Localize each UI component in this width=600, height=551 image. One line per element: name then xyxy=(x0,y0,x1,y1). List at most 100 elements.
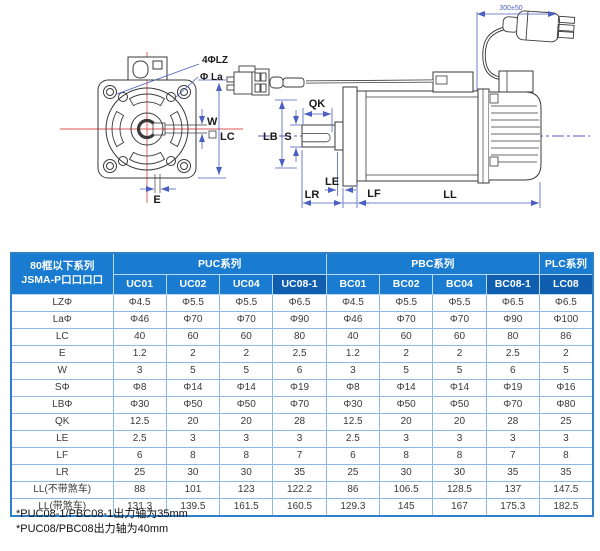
table-row: LF 6 8 8 7 6 8 8 7 8 xyxy=(10,447,594,465)
table-title-cell: 80框以下系列 JSMA-P口口口口 xyxy=(10,252,114,295)
model-header-BC01: BC01 xyxy=(325,274,381,295)
table-title-line1: 80框以下系列 xyxy=(30,260,95,273)
value-cell: 7 xyxy=(272,447,327,465)
value-cell: 6 xyxy=(325,447,381,465)
value-cell: 5 xyxy=(379,362,434,380)
series-group-header-1: PBC系列 xyxy=(325,252,540,275)
motor-band xyxy=(477,88,490,184)
table-row: LZΦ Φ4.5 Φ5.5 Φ5.5 Φ6.5 Φ4.5 Φ5.5 Φ5.5 Φ6.5 Φ6.5 xyxy=(10,294,594,312)
label-lc: LC xyxy=(220,131,235,143)
value-cell: 3 xyxy=(379,430,434,448)
value-cell: 2 xyxy=(379,345,434,363)
value-cell: 20 xyxy=(165,413,221,431)
value-cell: 8 xyxy=(432,447,487,465)
series-header-row: 80框以下系列 JSMA-P口口口口 PUC系列 PBC系列 PLC系列 xyxy=(10,252,594,295)
value-cell: 7 xyxy=(485,447,540,465)
value-cell: 2 xyxy=(165,345,221,363)
value-cell: Φ70 xyxy=(272,396,327,414)
value-cell: 161.5 xyxy=(219,498,274,517)
row-label: LR xyxy=(10,464,114,482)
value-cell: 182.5 xyxy=(538,498,594,517)
value-cell: 129.3 xyxy=(325,498,381,517)
value-cell: 60 xyxy=(379,328,434,346)
side-view-dimensions xyxy=(275,11,556,208)
motor-flange-plate xyxy=(342,86,358,187)
value-cell: 3 xyxy=(432,430,487,448)
side-view xyxy=(226,10,590,187)
value-cell: Φ50 xyxy=(219,396,274,414)
value-cell: Φ14 xyxy=(379,379,434,397)
value-cell: 3 xyxy=(325,362,381,380)
value-cell: Φ100 xyxy=(538,311,594,329)
value-cell: Φ19 xyxy=(485,379,540,397)
value-cell: Φ5.5 xyxy=(432,294,487,312)
dimension-labels: 4ΦLZ Φ La W LC E QK S LB LE LR LF LL 300… xyxy=(153,5,522,206)
value-cell: Φ70 xyxy=(379,311,434,329)
footnote-1: *PUC08-1/PBC08-1出力轴为35mm xyxy=(16,508,188,520)
value-cell: 145 xyxy=(379,498,434,517)
encoder-block xyxy=(432,71,474,93)
power-connector xyxy=(502,10,576,43)
value-cell: 2.5 xyxy=(272,345,327,363)
value-cell: 20 xyxy=(219,413,274,431)
value-cell: 5 xyxy=(538,362,594,380)
value-cell: 160.5 xyxy=(272,498,327,517)
keyway-box xyxy=(152,122,166,136)
value-cell: Φ14 xyxy=(432,379,487,397)
shaft-keyway xyxy=(302,133,331,143)
rear-housing xyxy=(489,91,542,181)
row-label: LE xyxy=(10,430,114,448)
row-label: QK xyxy=(10,413,114,431)
value-cell: 3 xyxy=(112,362,167,380)
label-le: LE xyxy=(325,176,339,188)
value-cell: 25 xyxy=(325,464,381,482)
value-cell: 86 xyxy=(538,328,594,346)
row-label: LF xyxy=(10,447,114,465)
row-label: SΦ xyxy=(10,379,114,397)
value-cell: 2.5 xyxy=(485,345,540,363)
model-header-UC01: UC01 xyxy=(112,274,167,295)
value-cell: 147.5 xyxy=(538,481,594,499)
series-group-header-0: PUC系列 xyxy=(112,252,327,275)
value-cell: 5 xyxy=(432,362,487,380)
value-cell: 1.2 xyxy=(325,345,381,363)
value-cell: 5 xyxy=(219,362,274,380)
row-label: LBΦ xyxy=(10,396,114,414)
value-cell: Φ50 xyxy=(379,396,434,414)
series-group-header-2: PLC系列 xyxy=(538,252,594,275)
value-cell: Φ30 xyxy=(112,396,167,414)
table-row: E 1.2 2 2 2.5 1.2 2 2 2.5 2 xyxy=(10,345,594,363)
value-cell: 167 xyxy=(432,498,487,517)
model-header-row: UC01 UC02 UC04 UC08-1 BC01 BC02 BC04 BC08-1 LC08 xyxy=(11,274,594,295)
pilot-circle xyxy=(105,87,189,171)
value-cell: Φ5.5 xyxy=(165,294,221,312)
value-cell: 2 xyxy=(432,345,487,363)
value-cell: 8 xyxy=(538,447,594,465)
cooling-fins xyxy=(491,105,540,163)
value-cell: 2 xyxy=(219,345,274,363)
value-cell: Φ46 xyxy=(112,311,167,329)
footnotes: *PUC08-1/PBC08-1出力轴为35mm *PUC08/PBC08出力轴… xyxy=(16,507,188,537)
value-cell: 30 xyxy=(432,464,487,482)
value-cell: Φ90 xyxy=(485,311,540,329)
table-row: LC 40 60 60 80 40 60 60 80 86 xyxy=(10,328,594,346)
value-cell: 12.5 xyxy=(325,413,381,431)
model-header-BC08-1: BC08-1 xyxy=(485,274,540,295)
value-cell: 106.5 xyxy=(379,481,434,499)
model-header-UC08-1: UC08-1 xyxy=(272,274,327,295)
row-label: LC xyxy=(10,328,114,346)
front-view-dimensions xyxy=(116,63,226,192)
value-cell: 88 xyxy=(112,481,167,499)
encoder-connector xyxy=(226,65,270,96)
value-cell: Φ70 xyxy=(219,311,274,329)
label-phi-la: Φ La xyxy=(200,72,223,83)
value-cell: Φ5.5 xyxy=(379,294,434,312)
value-cell: 28 xyxy=(272,413,327,431)
footnote-2: *PUC08/PBC08出力轴为40mm xyxy=(16,523,169,535)
row-label: LaΦ xyxy=(10,311,114,329)
row-label: W xyxy=(10,362,114,380)
dimension-spec-table: 80框以下系列 JSMA-P口口口口 PUC系列 PBC系列 PLC系列 UC01 U… xyxy=(10,252,594,517)
table-row: SΦ Φ8 Φ14 Φ14 Φ19 Φ8 Φ14 Φ14 Φ19 Φ16 xyxy=(10,379,594,397)
label-e: E xyxy=(153,194,160,206)
